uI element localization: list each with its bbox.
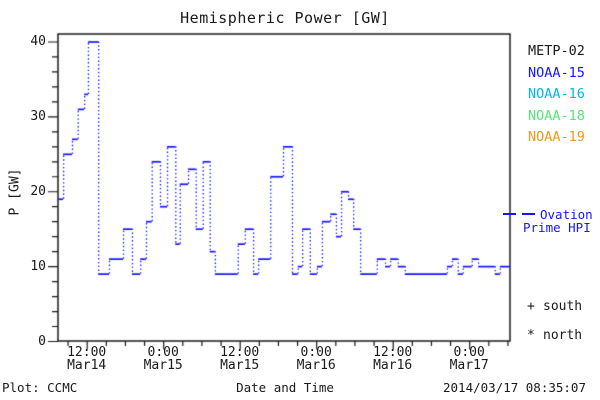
y-tick-label: 20	[30, 183, 46, 199]
asterisk-marker-icon: *	[527, 328, 535, 343]
x-tick-label: 12:00 Mar14	[67, 345, 107, 373]
x-tick-label: 0:00 Mar17	[449, 345, 489, 373]
legend-item-noaa18: NOAA-18	[528, 107, 585, 124]
x-tick-label: 0:00 Mar16	[296, 345, 336, 373]
legend-item-noaa16: NOAA-16	[528, 86, 585, 102]
y-tick-label: 0	[38, 333, 46, 349]
plus-marker-icon: +	[527, 299, 535, 314]
legend-item-noaa19: NOAA-19	[528, 129, 585, 145]
ovation-line-sample	[503, 213, 516, 215]
legend-item-noaa15: NOAA-15	[528, 64, 585, 81]
legend-ovation-line2: Prime HPI	[523, 220, 591, 235]
ovation-line-sample-dash	[522, 213, 535, 215]
y-tick-label: 40	[30, 33, 46, 49]
y-tick-label: 10	[30, 258, 46, 274]
plot-timestamp: 2014/03/17 08:35:07	[443, 380, 586, 395]
satellite-legend: METP-02 NOAA-15 NOAA-16 NOAA-18 NOAA-19	[528, 42, 598, 150]
x-tick-label: 0:00 Mar15	[143, 345, 183, 373]
plot-title: Hemispheric Power [GW]	[180, 9, 390, 27]
legend-marker-north: * north	[527, 328, 583, 343]
x-tick-label: 12:00 Mar15	[220, 345, 260, 373]
x-axis-label: Date and Time	[236, 380, 334, 395]
legend-item-metp02: METP-02	[528, 43, 585, 59]
y-tick-label: 30	[30, 108, 46, 124]
x-tick-label: 12:00 Mar16	[373, 345, 413, 373]
plot-credit: Plot: CCMC	[2, 380, 78, 395]
legend-marker-south: + south	[527, 299, 583, 314]
legend-ovation-line1: Ovation	[540, 207, 593, 222]
